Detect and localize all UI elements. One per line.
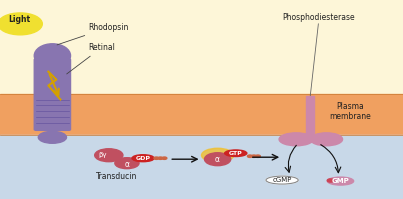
Circle shape [247,155,252,157]
Text: Plasma
membrane: Plasma membrane [330,102,372,121]
Bar [0,0,403,100]
Circle shape [251,155,256,157]
Text: GMP: GMP [332,178,349,184]
Text: Rhodopsin: Rhodopsin [57,23,129,45]
Ellipse shape [279,133,314,146]
Text: Retinal: Retinal [66,43,116,74]
Bar [0,94,403,135]
Text: GDP: GDP [135,156,151,161]
Text: Phosphodiesterase: Phosphodiesterase [282,13,355,22]
Text: α: α [215,155,220,164]
Ellipse shape [95,149,123,162]
Text: Light: Light [8,15,30,24]
Ellipse shape [115,158,139,169]
Ellipse shape [310,133,343,146]
Text: Transducin: Transducin [96,172,137,181]
Circle shape [327,179,334,182]
Circle shape [162,157,167,159]
Circle shape [158,157,163,159]
Circle shape [0,13,42,35]
Ellipse shape [205,153,231,166]
Ellipse shape [202,148,234,162]
FancyBboxPatch shape [34,59,71,130]
Text: βγ: βγ [98,152,107,158]
Ellipse shape [225,150,247,156]
Ellipse shape [327,177,354,185]
Text: cGMP: cGMP [272,177,292,183]
Ellipse shape [38,131,66,143]
Bar [306,96,314,139]
Circle shape [256,155,260,157]
Ellipse shape [34,44,71,68]
Text: α: α [125,160,129,169]
Circle shape [154,157,159,159]
Bar [0,135,403,199]
Text: GTP: GTP [229,151,243,156]
Ellipse shape [266,176,298,184]
Ellipse shape [132,155,154,162]
